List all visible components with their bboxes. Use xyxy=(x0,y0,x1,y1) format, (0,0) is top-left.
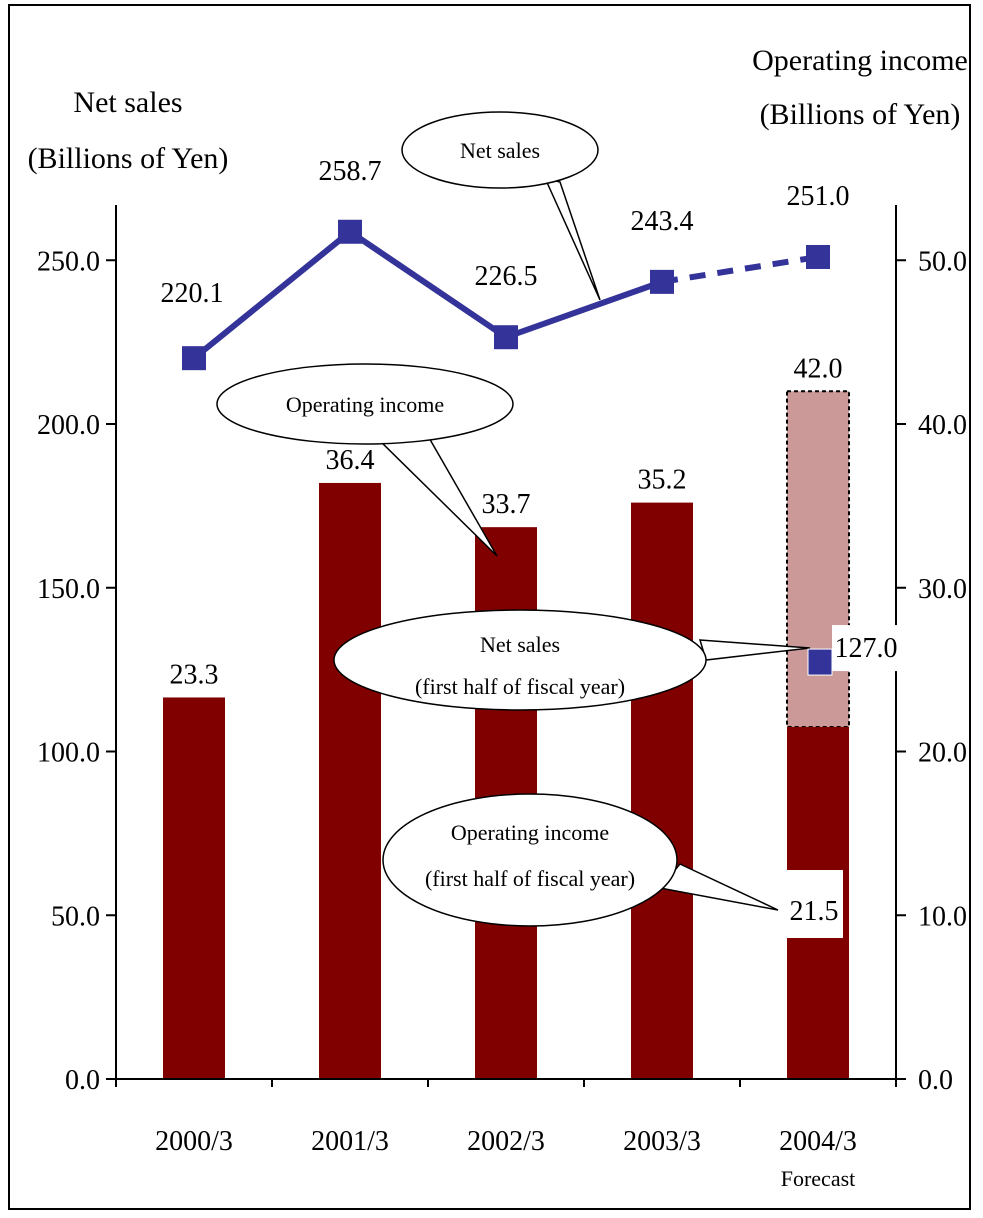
net-sales-line-forecast xyxy=(661,254,819,285)
net-sales-value-label: 243.4 xyxy=(631,206,694,237)
operating-income-half-value-label: 21.5 xyxy=(790,896,839,927)
left-tick-label: 100.0 xyxy=(37,738,100,769)
left-tick-label: 150.0 xyxy=(37,574,100,605)
right-tick-label: 20.0 xyxy=(918,738,967,769)
line-layer xyxy=(182,219,830,371)
callout-operating-income: Operating income xyxy=(216,363,514,557)
bar-value-label: 36.4 xyxy=(326,445,375,476)
net-sales-half-value-label: 127.0 xyxy=(835,633,898,664)
bar-value-label: 33.7 xyxy=(482,489,531,520)
left-tick-label: 250.0 xyxy=(37,246,100,277)
callout-net-sales-half-line2: (first half of fiscal year) xyxy=(415,674,625,699)
category-label: 2000/3 xyxy=(155,1126,233,1157)
callout-net-sales: Net sales xyxy=(401,111,601,301)
net-sales-half-marker xyxy=(807,648,833,676)
category-label: 2001/3 xyxy=(311,1126,389,1157)
left-tick-label: 50.0 xyxy=(51,901,100,932)
net-sales-value-label: 220.1 xyxy=(161,278,224,309)
callout-net-sales-text: Net sales xyxy=(460,138,540,163)
net-sales-line xyxy=(192,228,664,361)
category-label: 2003/3 xyxy=(623,1126,701,1157)
left-tick-label: 200.0 xyxy=(37,410,100,441)
net-sales-value-label: 226.5 xyxy=(475,261,538,292)
net-sales-marker xyxy=(494,325,518,350)
net-sales-marker xyxy=(650,269,674,294)
bar xyxy=(319,482,381,1079)
callout-operating-income-half-line2: (first half of fiscal year) xyxy=(425,866,635,891)
bar-value-label: 42.0 xyxy=(794,353,843,384)
right-tick-label: 50.0 xyxy=(918,246,967,277)
left-tick-label: 0.0 xyxy=(65,1065,100,1096)
bar xyxy=(631,502,693,1080)
category-label: 2002/3 xyxy=(467,1126,545,1157)
labels-layer: 23.3 36.4 33.7 35.2 42.0 220.1 258.7 226.5 243.4… xyxy=(161,156,850,691)
callout-net-sales-half: Net sales (first half of fiscal year) xyxy=(333,609,811,711)
operating-income-half-label-box xyxy=(785,870,843,938)
left-axis-title-line2: (Billions of Yen) xyxy=(28,142,229,175)
bar xyxy=(163,697,225,1079)
right-tick-label: 40.0 xyxy=(918,410,967,441)
bar-forecast xyxy=(786,390,850,728)
chart-frame xyxy=(8,4,971,1210)
net-sales-value-label: 258.7 xyxy=(319,156,382,187)
bar-value-label: 35.2 xyxy=(638,465,687,496)
net-sales-value-label: 251.0 xyxy=(787,181,850,212)
callout-net-sales-half-line1: Net sales xyxy=(480,632,560,657)
half-layer: 127.0 21.5 xyxy=(785,625,902,938)
right-axis-title-line2: (Billions of Yen) xyxy=(760,98,961,131)
net-sales-marker xyxy=(338,219,362,244)
left-axis-title-line1: Net sales xyxy=(73,86,182,119)
net-sales-marker xyxy=(806,244,830,269)
right-tick-label: 0.0 xyxy=(918,1065,953,1096)
forecast-label: Forecast xyxy=(781,1166,856,1191)
callout-operating-income-text: Operating income xyxy=(286,392,444,417)
callout-operating-income-half: Operating income (first half of fiscal y… xyxy=(382,793,779,927)
category-layer: 2000/3 2001/3 2002/3 2003/3 2004/3 Forecast xyxy=(155,1126,857,1191)
bar-value-label: 23.3 xyxy=(170,659,219,690)
callout-operating-income-half-line1: Operating income xyxy=(451,820,609,845)
right-axis-title-line1: Operating income xyxy=(752,44,968,77)
category-label: 2004/3 xyxy=(779,1126,857,1157)
net-sales-marker xyxy=(182,346,206,371)
net-sales-half-label-box xyxy=(832,625,902,672)
right-tick-label: 10.0 xyxy=(918,901,967,932)
axes-layer: 0.0 50.0 100.0 150.0 200.0 250.0 0.0 10.0 20.0 30… xyxy=(37,205,967,1096)
right-tick-label: 30.0 xyxy=(918,574,967,605)
